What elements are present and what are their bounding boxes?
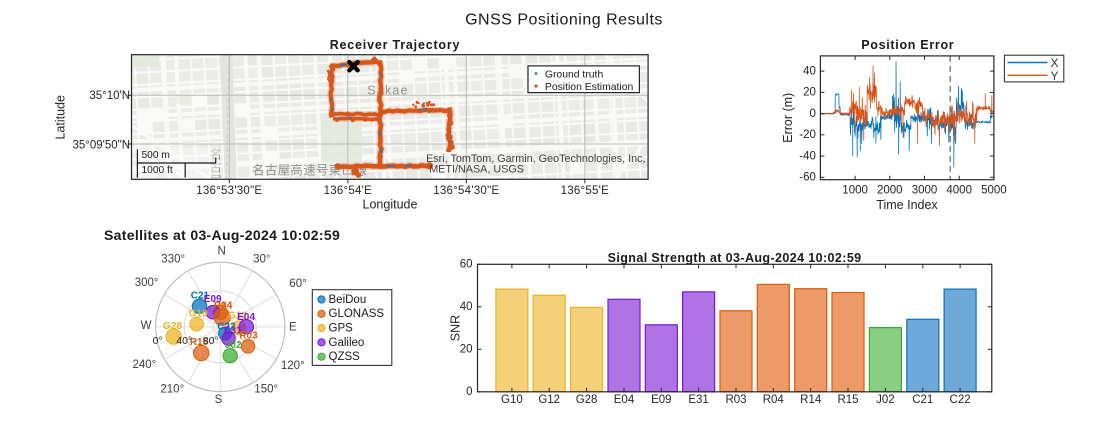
svg-text:S: S (215, 394, 223, 406)
svg-text:E09: E09 (651, 394, 671, 406)
svg-text:330°: 330° (161, 254, 185, 266)
svg-text:35°09'50"N: 35°09'50"N (72, 139, 130, 151)
svg-text:GLONASS: GLONASS (329, 308, 385, 320)
svg-text:Satellites at 03-Aug-2024 10:0: Satellites at 03-Aug-2024 10:02:59 (104, 227, 340, 243)
svg-text:R04: R04 (763, 394, 785, 406)
svg-text:300°: 300° (135, 277, 159, 289)
svg-text:0°: 0° (153, 335, 163, 347)
svg-text:R04: R04 (214, 301, 233, 312)
svg-text:J02: J02 (225, 340, 242, 351)
svg-text:60°: 60° (289, 278, 306, 290)
svg-text:136°54'E: 136°54'E (324, 185, 373, 197)
svg-text:Error (m): Error (m) (781, 93, 795, 143)
svg-text:Time Index: Time Index (876, 198, 938, 212)
svg-text:3000: 3000 (912, 185, 938, 197)
svg-text:G10: G10 (189, 309, 208, 320)
svg-text:Sakae: Sakae (367, 84, 408, 98)
svg-text:40: 40 (803, 65, 816, 77)
svg-text:屋: 屋 (210, 174, 222, 188)
svg-text:名: 名 (210, 147, 222, 162)
svg-text:METI/NASA, USGS: METI/NASA, USGS (429, 164, 524, 176)
svg-text:40: 40 (460, 301, 473, 313)
svg-text:C21: C21 (191, 291, 210, 302)
svg-text:G10: G10 (501, 394, 523, 406)
svg-text:60: 60 (460, 259, 473, 271)
svg-text:GPS: GPS (329, 323, 354, 335)
svg-text:E: E (289, 321, 297, 333)
svg-text:E04: E04 (237, 312, 255, 323)
svg-text:136°53'30"E: 136°53'30"E (196, 185, 262, 197)
svg-text:R03: R03 (725, 394, 746, 406)
svg-text:E31: E31 (224, 326, 242, 337)
svg-text:C22: C22 (950, 394, 971, 406)
svg-text:1000 ft: 1000 ft (142, 165, 173, 176)
svg-text:GNSS Positioning Results: GNSS Positioning Results (465, 11, 663, 28)
svg-text:-20: -20 (799, 129, 816, 141)
svg-text:G12: G12 (228, 311, 247, 322)
svg-text:R15: R15 (190, 337, 209, 348)
svg-text:0: 0 (809, 108, 815, 120)
svg-text:136°54'30"E: 136°54'30"E (433, 185, 499, 197)
svg-text:150°: 150° (254, 383, 278, 395)
svg-text:Position Error: Position Error (861, 38, 954, 52)
svg-text:Y: Y (1051, 69, 1059, 83)
svg-text:E04: E04 (614, 394, 635, 406)
svg-text:-40: -40 (799, 150, 816, 162)
svg-text:E31: E31 (688, 394, 708, 406)
svg-text:210°: 210° (160, 383, 184, 395)
svg-text:Receiver Trajectory: Receiver Trajectory (330, 38, 461, 52)
svg-text:X: X (1051, 56, 1059, 70)
svg-text:Galileo: Galileo (329, 337, 365, 349)
svg-text:W: W (141, 320, 152, 332)
svg-text:R15: R15 (837, 394, 858, 406)
svg-text:SNR: SNR (449, 315, 463, 341)
svg-text:80°: 80° (203, 335, 219, 347)
svg-text:30°: 30° (253, 254, 270, 266)
svg-text:4000: 4000 (946, 185, 972, 197)
svg-text:20: 20 (803, 87, 816, 99)
svg-text:Esri, TomTom, Garmin, GeoTechn: Esri, TomTom, Garmin, GeoTechnologies, I… (426, 153, 645, 165)
svg-text:N: N (218, 246, 226, 258)
svg-text:G28: G28 (576, 394, 598, 406)
svg-text:136°55'E: 136°55'E (561, 185, 610, 197)
svg-text:R03: R03 (239, 330, 258, 341)
svg-text:500 m: 500 m (142, 150, 170, 161)
svg-text:J02: J02 (876, 394, 895, 406)
svg-text:E09: E09 (204, 294, 222, 305)
svg-text:G12: G12 (538, 394, 560, 406)
svg-text:G28: G28 (163, 321, 182, 332)
svg-text:40°: 40° (176, 335, 192, 347)
svg-text:C21: C21 (912, 394, 933, 406)
svg-text:Position Estimation: Position Estimation (545, 82, 634, 93)
svg-text:C22: C22 (217, 321, 236, 332)
svg-text:BeiDou: BeiDou (329, 294, 367, 306)
svg-text:240°: 240° (133, 359, 157, 371)
svg-text:35°10'N: 35°10'N (89, 90, 130, 102)
svg-text:Signal Strength at 03-Aug-2024: Signal Strength at 03-Aug-2024 10:02:59 (608, 251, 862, 265)
svg-text:20: 20 (460, 344, 473, 356)
svg-text:QZSS: QZSS (329, 351, 361, 363)
svg-text:Latitude: Latitude (54, 95, 68, 140)
svg-text:Longitude: Longitude (363, 198, 418, 212)
svg-text:Ground truth: Ground truth (545, 69, 604, 80)
svg-text:R14: R14 (214, 301, 233, 312)
svg-text:120°: 120° (281, 360, 305, 372)
svg-text:5000: 5000 (981, 185, 1007, 197)
svg-text:R14: R14 (800, 394, 822, 406)
svg-text:2000: 2000 (877, 185, 903, 197)
svg-text:-60: -60 (799, 172, 816, 184)
svg-text:1000: 1000 (842, 185, 868, 197)
svg-text:0: 0 (466, 386, 472, 398)
